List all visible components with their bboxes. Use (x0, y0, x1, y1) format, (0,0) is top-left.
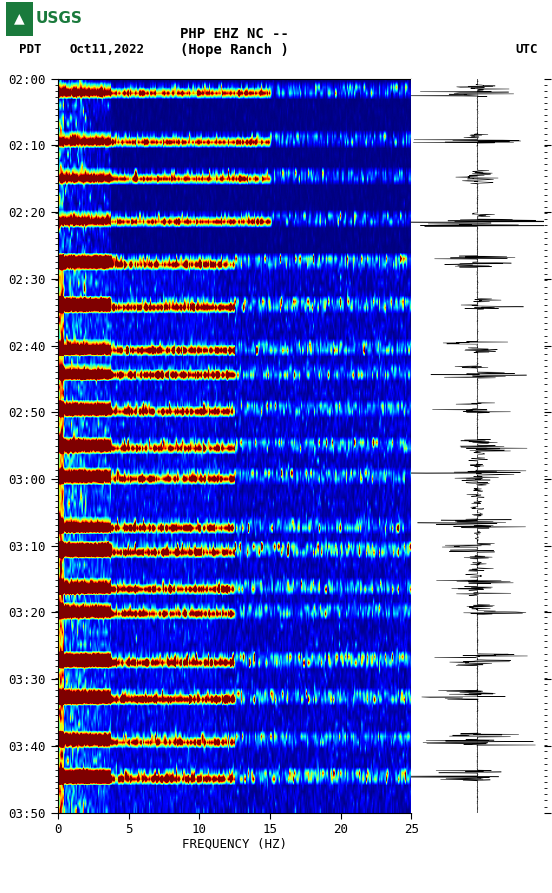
X-axis label: FREQUENCY (HZ): FREQUENCY (HZ) (182, 838, 287, 850)
Text: PHP EHZ NC --: PHP EHZ NC -- (180, 27, 289, 41)
Text: USGS: USGS (36, 12, 83, 26)
Text: (Hope Ranch ): (Hope Ranch ) (180, 43, 289, 57)
Text: ▲: ▲ (14, 12, 25, 26)
Bar (6, 2, 33, 36)
Text: PDT: PDT (19, 43, 42, 56)
Text: Oct11,2022: Oct11,2022 (69, 43, 144, 56)
Text: UTC: UTC (516, 43, 538, 56)
